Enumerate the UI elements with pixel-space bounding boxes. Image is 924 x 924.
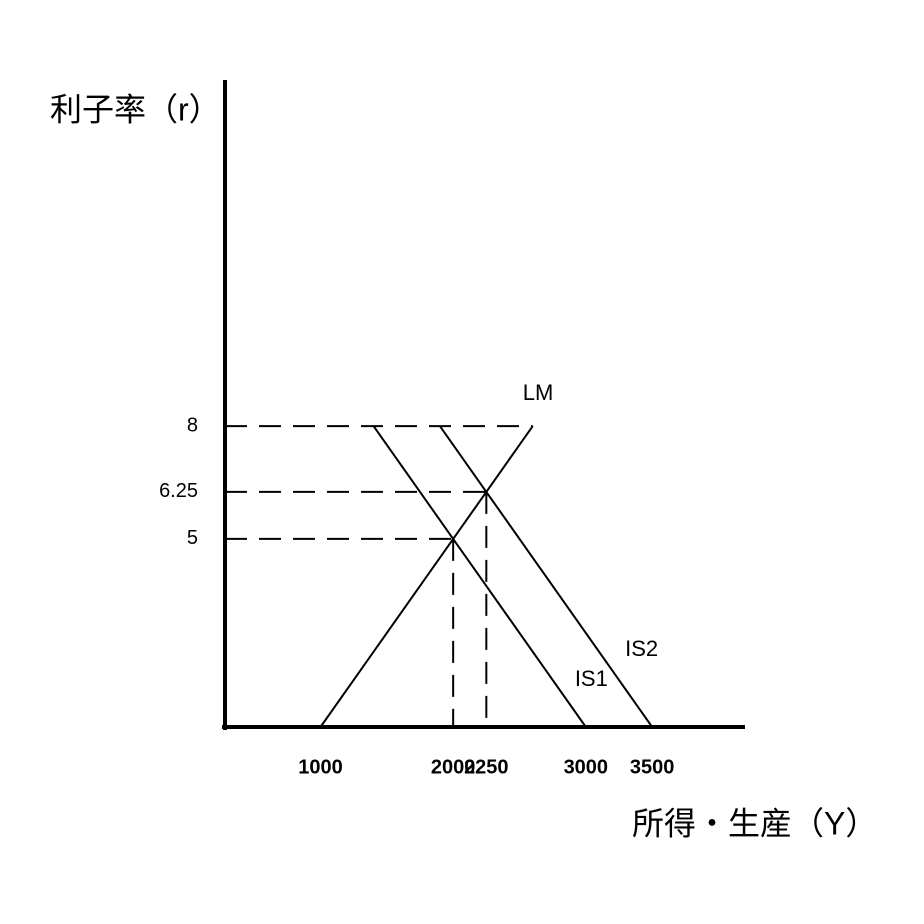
x-tick-label: 3500 xyxy=(630,756,675,778)
series-label: IS2 xyxy=(625,636,658,661)
x-axis-label: 所得・生産（Y） xyxy=(632,805,877,841)
x-tick-label: 2000 xyxy=(431,756,476,778)
series-line xyxy=(439,425,653,728)
series-label: IS1 xyxy=(575,666,608,691)
series-line xyxy=(319,425,534,728)
y-tick-label: 5 xyxy=(187,527,198,549)
y-tick-label: 6.25 xyxy=(159,480,198,502)
series-label: LM xyxy=(523,380,554,405)
x-tick-label: 2250 xyxy=(464,756,509,778)
series-line xyxy=(372,425,587,728)
y-tick-label: 8 xyxy=(187,414,198,436)
y-axis-label: 利子率（r） xyxy=(50,91,221,127)
x-tick-label: 1000 xyxy=(298,756,343,778)
x-tick-label: 3000 xyxy=(564,756,609,778)
